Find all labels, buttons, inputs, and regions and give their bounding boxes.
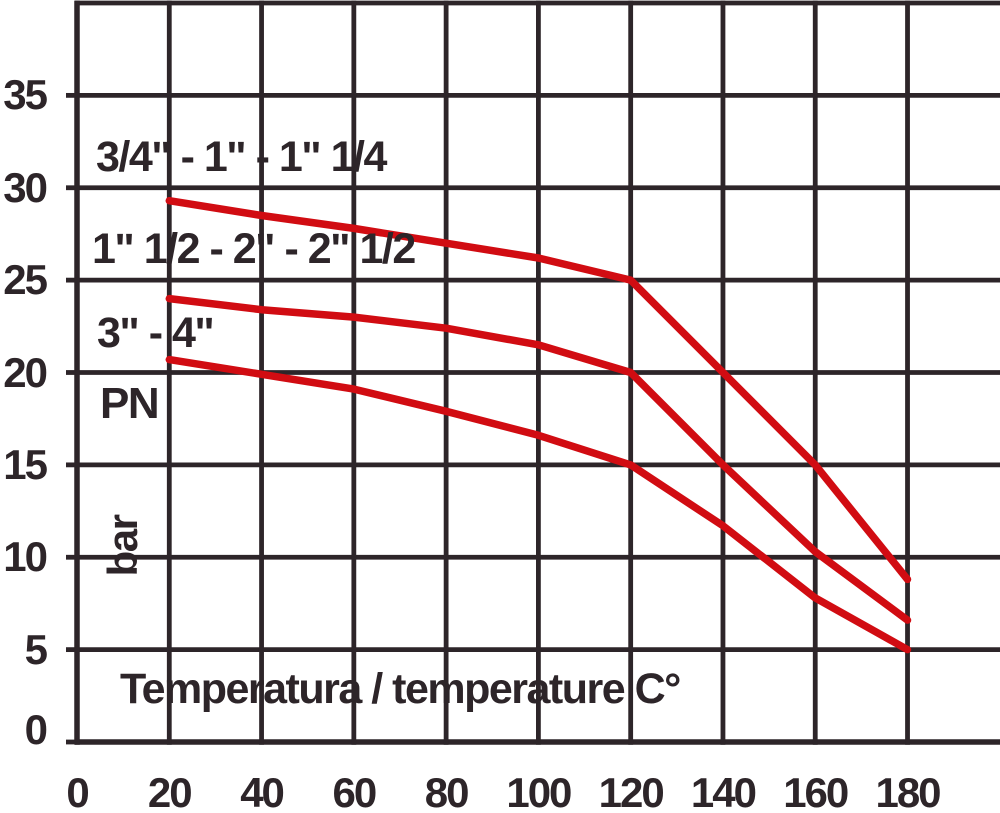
y-tick-label: 10 [3, 533, 48, 581]
x-tick-label: 140 [690, 769, 757, 813]
y-axis-unit-label-bar: bar [99, 515, 146, 577]
y-tick-label: 0 [24, 706, 48, 753]
series-label-large-sizes: 3" - 4" [97, 309, 215, 357]
y-tick-label: 30 [3, 163, 48, 211]
x-tick-label: 40 [240, 769, 285, 813]
x-tick-label: 20 [147, 769, 193, 813]
x-tick-label: 160 [783, 769, 849, 813]
x-axis-title: Temperatura / temperature C° [120, 665, 681, 713]
series-label-medium-sizes: 1" 1/2 - 2" - 2" 1/2 [92, 225, 416, 273]
curve-1-1-2-2-2-1-2 [165, 294, 912, 624]
y-tick-label: 25 [3, 256, 48, 304]
x-tick-label: 80 [424, 769, 470, 813]
x-tick-label: 100 [506, 769, 572, 813]
curve-3-4-1-1-1-4 [165, 196, 912, 584]
y-tick-label: 20 [3, 348, 48, 396]
y-tick-label: 15 [3, 440, 48, 488]
x-tick-label: 60 [332, 769, 377, 813]
x-tick-label: 0 [66, 769, 89, 813]
x-tick-label: 180 [875, 769, 941, 813]
y-tick-label: 5 [24, 625, 48, 673]
series-label-small-sizes: 3/4" - 1" - 1" 1/4 [96, 133, 387, 181]
curve-3-4- [165, 355, 912, 654]
x-tick-label: 120 [598, 769, 665, 813]
y-axis-label-pn: PN [100, 379, 160, 428]
y-tick-label: 35 [3, 71, 48, 119]
